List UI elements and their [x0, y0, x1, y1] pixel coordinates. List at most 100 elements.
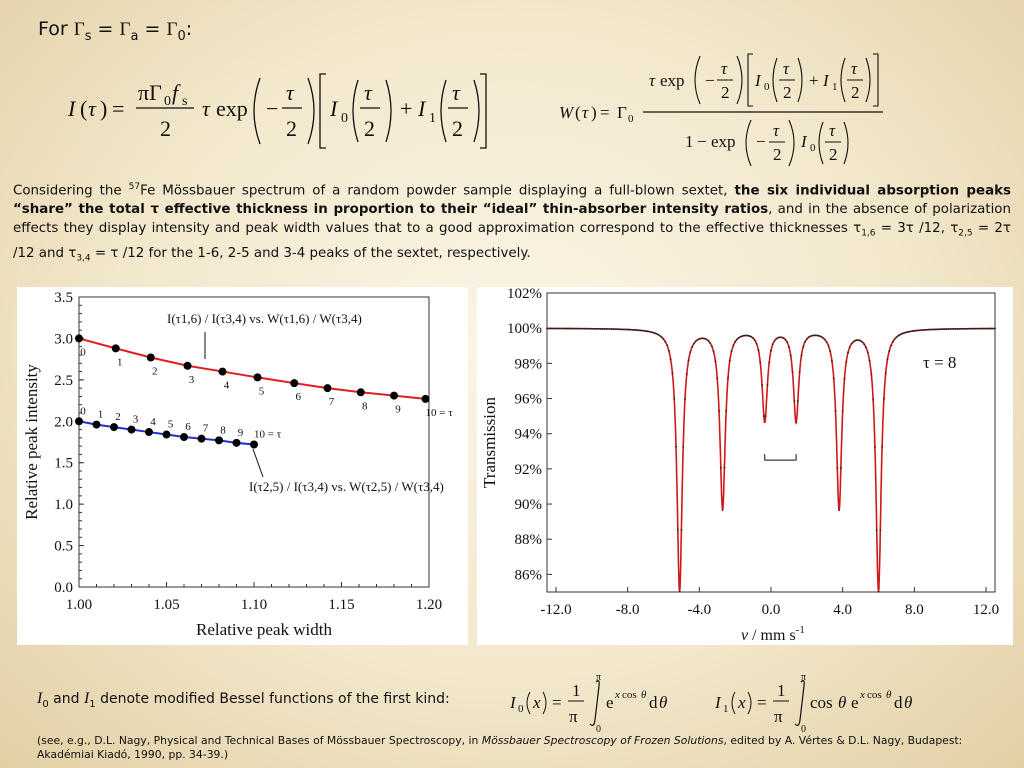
spectrum-data-point: [994, 327, 996, 330]
spectrum-data-point: [761, 384, 763, 386]
x-tick-label: -8.0: [616, 602, 640, 618]
svg-text:e: e: [606, 693, 614, 712]
x-tick-label: 1.15: [328, 597, 354, 613]
svg-text:(: (: [80, 96, 87, 121]
series-name-annotation: I(τ1,6) / I(τ3,4) vs. W(τ1,6) / W(τ3,4): [167, 311, 362, 326]
spectrum-data-point: [917, 329, 919, 332]
svg-text:I: I: [714, 693, 722, 712]
svg-text:(: (: [575, 103, 581, 122]
spectrum-data-point: [933, 328, 935, 331]
data-point: [75, 417, 83, 426]
spectrum-data-point: [707, 339, 710, 342]
svg-text:τ: τ: [364, 80, 373, 105]
tau-subscript: 2,5: [958, 229, 973, 240]
svg-text:cos: cos: [867, 689, 882, 701]
bessel-symbol: I: [83, 690, 90, 707]
svg-text:−: −: [705, 71, 715, 90]
data-point: [215, 436, 223, 445]
spectrum-data-point: [562, 327, 565, 330]
y-tick-label: 88%: [515, 532, 543, 548]
svg-text:I: I: [329, 96, 339, 121]
spectrum-data-point: [831, 359, 833, 362]
svg-text:2: 2: [286, 116, 297, 141]
spectrum-data-point: [942, 328, 944, 331]
point-label: 1: [117, 356, 123, 368]
svg-text:2: 2: [783, 83, 792, 102]
spectrum-data-point: [547, 327, 550, 330]
spectrum-data-point: [977, 327, 980, 330]
spectrum-data-point: [857, 339, 860, 342]
data-point: [110, 423, 118, 432]
spectrum-data-point: [669, 358, 672, 361]
spectrum-data-point: [915, 329, 918, 332]
gamma-symbol: Γ: [119, 19, 131, 40]
spectrum-data-point: [657, 333, 660, 336]
svg-text:1: 1: [685, 132, 694, 151]
data-point: [421, 394, 430, 403]
spectrum-data-point: [689, 351, 692, 353]
spectrum-data-point: [906, 331, 909, 333]
series-name-annotation: I(τ2,5) / I(τ3,4) vs. W(τ2,5) / W(τ3,4): [249, 479, 444, 494]
bessel-description: I0 and I1 denote modified Bessel functio…: [37, 690, 450, 710]
spectrum-data-point: [639, 329, 642, 332]
data-point: [356, 388, 365, 397]
intensity-width-chart: 1.00 1.05 1.10 1.15 1.20 0.0 0.5 1.0 1.5 2.0 2.5 3.…: [22, 290, 453, 639]
spectrum-data-point: [961, 327, 964, 330]
y-tick-label: 3.5: [54, 290, 73, 306]
spectrum-data-point: [954, 328, 957, 330]
spectrum-data-point: [565, 327, 568, 330]
spectrum-data-point: [571, 327, 573, 330]
point-label: 4: [150, 416, 156, 428]
spectrum-data-point: [712, 350, 715, 353]
spectrum-data-point: [956, 327, 959, 330]
spectrum-data-point: [813, 334, 815, 337]
x-tick-label: 1.05: [153, 597, 179, 613]
spectrum-data-point: [795, 421, 797, 424]
spectrum-data-point: [904, 331, 907, 334]
spectrum-data-point: [572, 327, 575, 330]
svg-text:exp: exp: [216, 96, 248, 121]
spectrum-data-point: [854, 339, 857, 342]
spectrum-data-point: [598, 327, 600, 330]
spectrum-data-point: [877, 590, 880, 593]
spectrum-data-point: [581, 327, 584, 330]
spectrum-data-point: [992, 327, 995, 330]
spectrum-data-point: [820, 335, 823, 338]
y-tick-label: 102%: [507, 287, 542, 302]
svg-text:0: 0: [628, 113, 634, 125]
x-tick-label: -12.0: [540, 602, 571, 618]
spectrum-data-point: [667, 349, 670, 352]
spectrum-data-point: [768, 361, 771, 364]
reference-text: (see, e.g., D.L. Nagy, Physical and Tech…: [37, 734, 482, 747]
spectrum-data-point: [556, 327, 559, 330]
svg-text:π: π: [801, 672, 806, 683]
svg-text:exp: exp: [711, 132, 736, 151]
spectrum-data-point: [732, 344, 735, 347]
spectrum-data-point: [730, 350, 733, 353]
data-point: [162, 430, 171, 439]
y-tick-label: 0.5: [54, 539, 73, 555]
spectrum-data-point: [972, 327, 975, 330]
spectrum-data-point: [875, 529, 878, 532]
spectrum-data-point: [553, 327, 556, 330]
spectrum-data-point: [691, 345, 694, 348]
point-label: 8: [362, 400, 368, 412]
spectrum-data-point: [698, 337, 701, 340]
bessel-text: and: [48, 691, 84, 707]
spectrum-data-point: [934, 328, 937, 331]
spectrum-data-point: [899, 333, 901, 336]
spectrum-data-point: [823, 338, 826, 341]
spectrum-data-point: [576, 327, 579, 330]
spectrum-data-point: [653, 332, 656, 334]
spectrum-data-point: [958, 327, 961, 330]
svg-text:x: x: [532, 693, 541, 712]
svg-text:I: I: [417, 96, 427, 121]
svg-text:=: =: [757, 693, 767, 712]
y-tick-label: 90%: [515, 497, 543, 513]
spectrum-data-point: [773, 339, 776, 342]
spectrum-data-point: [793, 400, 796, 402]
spectrum-data-point: [759, 361, 762, 364]
svg-text:s: s: [182, 94, 187, 109]
spectrum-data-point: [805, 338, 808, 340]
svg-text:τ: τ: [851, 59, 858, 78]
